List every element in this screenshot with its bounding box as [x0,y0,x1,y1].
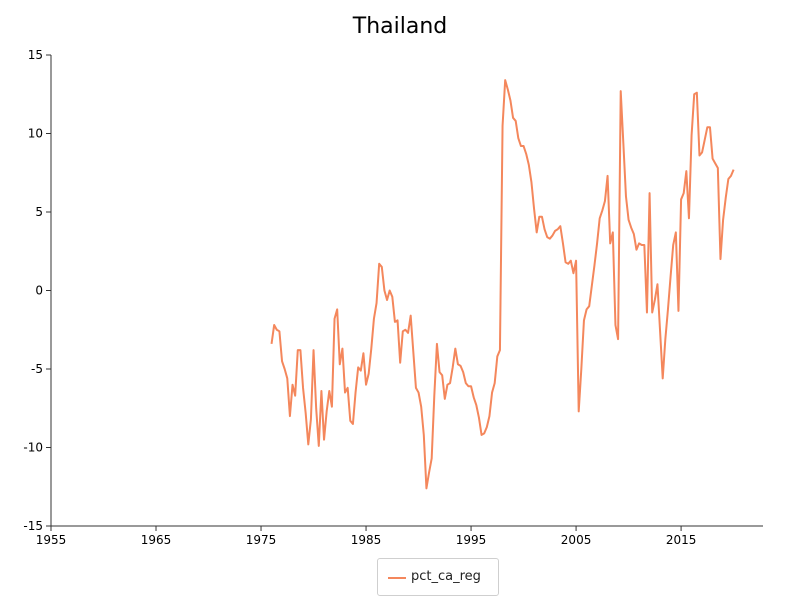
series-group [270,79,735,490]
series-line-pct-ca-reg[interactable] [270,79,735,490]
y-tick-label: 0 [35,284,43,298]
legend[interactable]: pct_ca_reg [377,558,499,596]
y-tick-label: -10 [23,441,43,455]
y-tick-label: 15 [28,48,43,62]
x-tick-label: 1985 [351,533,382,547]
x-tick-label: 2015 [666,533,697,547]
x-tick-label: 1965 [141,533,172,547]
x-tick-label: 1995 [456,533,487,547]
legend-label-pct-ca-reg: pct_ca_reg [411,569,481,584]
y-tick-label: 10 [28,127,43,141]
x-tick-label: 2005 [561,533,592,547]
y-ticks: -15 -10 -5 0 5 10 15 [23,48,51,533]
x-tick-label: 1955 [36,533,67,547]
legend-swatch-pct-ca-reg [388,577,406,579]
x-ticks: 1955 1965 1975 1985 1995 2005 2015 [36,526,697,547]
chart-title: Thailand [352,14,448,39]
y-tick-label: -5 [31,362,43,376]
y-tick-label: 5 [35,205,43,219]
y-tick-label: -15 [23,519,43,533]
x-tick-label: 1975 [246,533,277,547]
